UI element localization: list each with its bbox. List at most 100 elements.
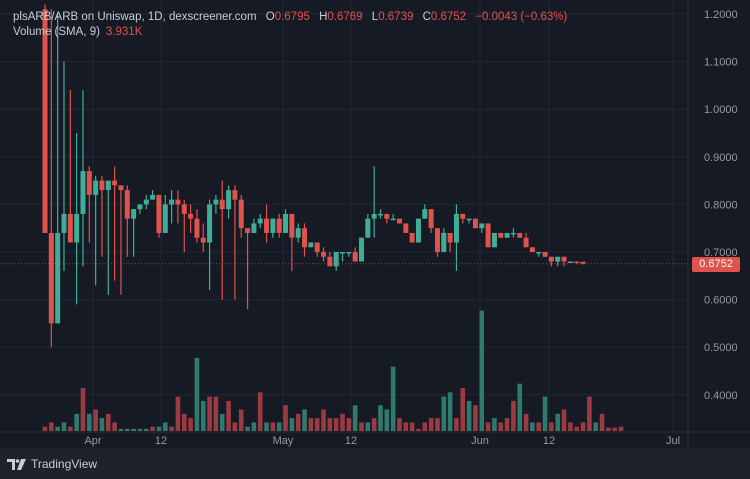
candle-body[interactable] — [485, 223, 491, 248]
candle-body[interactable] — [574, 261, 580, 264]
candle-body[interactable] — [232, 190, 238, 200]
candle-body[interactable] — [188, 213, 194, 219]
price-axis-label: 0.5000 — [704, 342, 738, 354]
candle-body[interactable] — [295, 228, 301, 238]
candle-body[interactable] — [529, 247, 535, 252]
candle-body[interactable] — [498, 232, 504, 238]
candle-body[interactable] — [270, 218, 276, 233]
candle-body[interactable] — [61, 213, 67, 233]
candle-body[interactable] — [302, 228, 308, 248]
volume-bar — [460, 388, 466, 431]
candle-body[interactable] — [441, 232, 447, 252]
candle-body[interactable] — [333, 252, 339, 267]
candle-body[interactable] — [491, 232, 497, 248]
candle-body[interactable] — [377, 213, 383, 216]
candle-body[interactable] — [472, 218, 478, 229]
candle-body[interactable] — [561, 256, 567, 262]
candle-body[interactable] — [409, 232, 415, 243]
candle-body[interactable] — [517, 232, 523, 238]
candle-body[interactable] — [460, 213, 466, 219]
candle-body[interactable] — [42, 9, 48, 233]
candle-body[interactable] — [213, 199, 219, 205]
candle-body[interactable] — [390, 218, 396, 221]
candle-body[interactable] — [156, 194, 162, 233]
candle-body[interactable] — [175, 199, 181, 205]
volume-bar — [226, 400, 231, 431]
candle-body[interactable] — [466, 218, 472, 221]
candle-body[interactable] — [162, 204, 168, 233]
symbol-title[interactable]: plsARB/ARB on Uniswap, 1D, dexscreener.c… — [13, 11, 257, 23]
candle-body[interactable] — [479, 223, 485, 229]
candle-body[interactable] — [245, 228, 251, 233]
candle-body[interactable] — [86, 171, 92, 195]
candle-body[interactable] — [384, 213, 390, 219]
candle-body[interactable] — [453, 213, 459, 243]
candle-body[interactable] — [194, 218, 200, 238]
candle-body[interactable] — [169, 199, 175, 205]
volume-bar — [68, 426, 73, 431]
candle-body[interactable] — [143, 199, 149, 205]
candle-body[interactable] — [422, 209, 428, 219]
candle-body[interactable] — [352, 252, 358, 262]
candle-body[interactable] — [124, 190, 130, 219]
candle-body[interactable] — [314, 242, 320, 252]
volume-bar — [283, 405, 288, 431]
candlestick-chart[interactable]: 1.2000 1.1000 1.0000 0.9000 0.8000 0.7000 0.60… — [0, 0, 750, 448]
candle-body[interactable] — [542, 252, 548, 257]
candle-body[interactable] — [264, 218, 270, 233]
candle-body[interactable] — [238, 199, 244, 229]
candle-body[interactable] — [555, 256, 561, 262]
volume-bar — [295, 413, 301, 431]
candle-body[interactable] — [536, 252, 542, 254]
candle-body[interactable] — [504, 232, 510, 238]
volume-indicator-label[interactable]: Volume (SMA, 9) — [13, 26, 100, 38]
candle-body[interactable] — [257, 218, 263, 224]
candle-body[interactable] — [415, 218, 421, 243]
candle-body[interactable] — [74, 213, 80, 243]
candle-body[interactable] — [118, 185, 124, 191]
candle-body[interactable] — [80, 171, 86, 214]
candle-body[interactable] — [251, 223, 257, 233]
candle-body[interactable] — [510, 232, 516, 235]
candle-body[interactable] — [99, 180, 105, 191]
candle-body[interactable] — [403, 223, 409, 233]
candle-body[interactable] — [523, 237, 529, 248]
candle-body[interactable] — [346, 252, 352, 254]
candle-body[interactable] — [327, 256, 333, 267]
candle-body[interactable] — [283, 213, 289, 233]
candle-body[interactable] — [580, 261, 586, 264]
tradingview-brand[interactable]: TradingView — [7, 457, 97, 471]
candle-body[interactable] — [567, 261, 573, 264]
candle-body[interactable] — [137, 204, 143, 210]
candle-body[interactable] — [48, 232, 54, 324]
volume-bar — [99, 418, 105, 431]
candle-body[interactable] — [112, 180, 118, 186]
candle-body[interactable] — [321, 252, 327, 257]
candle-body[interactable] — [308, 242, 314, 248]
candle-body[interactable] — [371, 213, 377, 219]
candle-body[interactable] — [131, 209, 137, 219]
candle-body[interactable] — [93, 180, 99, 195]
candle-body[interactable] — [548, 256, 554, 262]
candle-body[interactable] — [150, 194, 156, 200]
candle-body[interactable] — [447, 232, 453, 243]
candle-body[interactable] — [289, 213, 295, 238]
candle-body[interactable] — [276, 218, 282, 233]
candle-body[interactable] — [67, 213, 73, 243]
candle-body[interactable] — [219, 199, 225, 210]
volume-bar — [466, 400, 472, 431]
candle-body[interactable] — [226, 190, 232, 210]
candle-body[interactable] — [207, 204, 213, 243]
volume-bar — [371, 418, 377, 431]
candle-body[interactable] — [434, 228, 440, 252]
candle-body[interactable] — [428, 209, 434, 229]
candle-body[interactable] — [340, 252, 346, 254]
candle-body[interactable] — [200, 237, 206, 243]
candle-body[interactable] — [359, 237, 364, 262]
candle-body[interactable] — [181, 204, 187, 214]
candle-body[interactable] — [55, 232, 61, 324]
candle-body[interactable] — [105, 180, 111, 191]
candle-body[interactable] — [396, 218, 402, 224]
candle-body[interactable] — [365, 218, 371, 238]
